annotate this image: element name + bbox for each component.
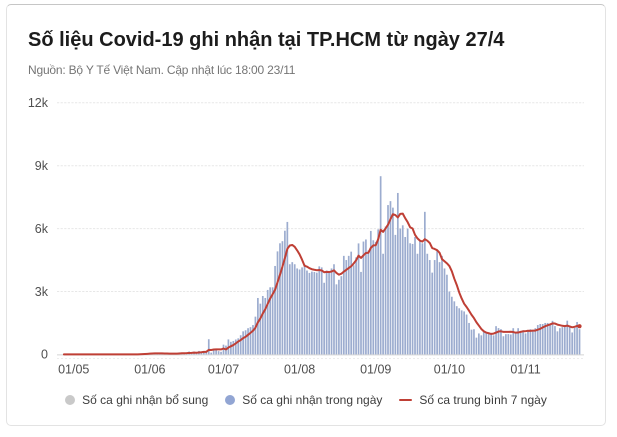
svg-text:01/08: 01/08: [284, 363, 315, 377]
svg-text:01/07: 01/07: [208, 363, 239, 377]
svg-text:9k: 9k: [35, 159, 49, 173]
svg-text:01/05: 01/05: [58, 363, 89, 377]
svg-text:3k: 3k: [35, 285, 49, 299]
svg-text:01/09: 01/09: [360, 363, 391, 377]
svg-text:12k: 12k: [28, 96, 49, 110]
svg-text:0: 0: [41, 348, 48, 362]
svg-text:01/10: 01/10: [434, 363, 465, 377]
svg-text:01/11: 01/11: [510, 363, 540, 377]
svg-text:6k: 6k: [35, 222, 49, 236]
svg-text:01/06: 01/06: [134, 363, 165, 377]
